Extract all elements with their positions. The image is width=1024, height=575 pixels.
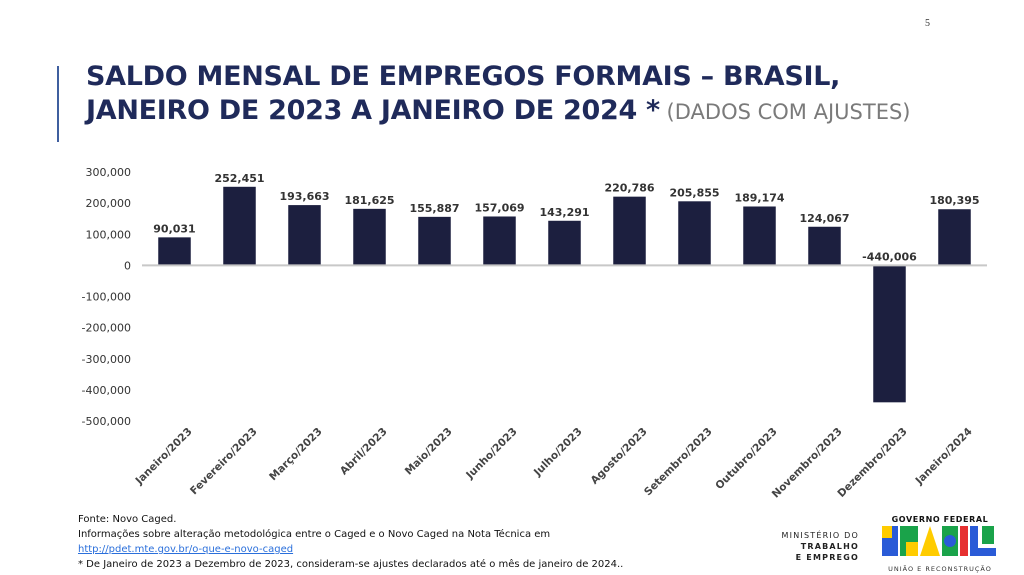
value-label: 90,031 xyxy=(153,222,195,235)
x-tick-label: Junho/2023 xyxy=(463,426,519,482)
x-tick-label: Setembro/2023 xyxy=(642,426,715,499)
x-tick-label: Agosto/2023 xyxy=(589,426,650,487)
page-title: SALDO MENSAL DE EMPREGOS FORMAIS – BRASI… xyxy=(86,60,986,129)
title-line-2: JANEIRO DE 2023 A JANEIRO DE 2024 xyxy=(86,95,637,126)
bar-janeiro-2023 xyxy=(158,237,191,266)
government-logo: GOVERNO FEDERAL UNIÃO E RECONSTRUÇÃO xyxy=(880,515,1000,573)
bar-dezembro-2023 xyxy=(873,265,906,403)
title-asterisk: * xyxy=(636,95,660,126)
value-label: 193,663 xyxy=(279,190,329,203)
bar-setembro-2023 xyxy=(678,201,711,266)
y-tick-label: 300,000 xyxy=(86,166,132,179)
value-label: 220,786 xyxy=(604,182,654,195)
methodology-link[interactable]: http://pdet.mte.gov.br/o-que-e-novo-cage… xyxy=(78,544,294,555)
bar-janeiro-2024 xyxy=(938,209,971,266)
value-labels: 90,031 252,451 193,663 181,625 155,887 157,06… xyxy=(153,172,979,264)
x-tick-label: Fevereiro/2023 xyxy=(188,426,260,498)
x-tick-label: Novembro/2023 xyxy=(770,426,845,501)
brasil-logo-icon xyxy=(882,526,996,556)
value-label: 181,625 xyxy=(344,194,394,207)
bar-outubro-2023 xyxy=(743,206,776,266)
y-tick-label: -500,000 xyxy=(82,415,131,428)
y-tick-label: 100,000 xyxy=(86,228,132,241)
ministry-logo: MINISTÉRIO DO TRABALHO E EMPREGO xyxy=(781,530,859,563)
x-tick-label: Outubro/2023 xyxy=(713,426,779,492)
bar-agosto-2023 xyxy=(613,196,646,266)
y-tick-label: -100,000 xyxy=(82,291,131,304)
government-slogan: UNIÃO E RECONSTRUÇÃO xyxy=(888,565,992,573)
x-tick-label: Março/2023 xyxy=(267,426,324,483)
x-tick-label: Janeiro/2024 xyxy=(913,426,975,488)
adjustment-note: * De Janeiro de 2023 a Dezembro de 2023,… xyxy=(78,559,624,570)
value-label: 124,067 xyxy=(799,212,849,225)
value-label: 155,887 xyxy=(409,202,459,215)
y-tick-label: 200,000 xyxy=(86,197,132,210)
y-tick-label: 0 xyxy=(124,259,131,272)
title-line-1: SALDO MENSAL DE EMPREGOS FORMAIS – BRASI… xyxy=(86,61,841,92)
page-number: 5 xyxy=(925,18,930,29)
ministry-line-3: E EMPREGO xyxy=(795,553,859,562)
x-tick-label: Maio/2023 xyxy=(403,426,455,478)
bar-maio-2023 xyxy=(418,216,451,266)
bar-novembro-2023 xyxy=(808,226,841,266)
value-label: 143,291 xyxy=(539,206,589,219)
x-tick-label: Julho/2023 xyxy=(531,426,585,480)
bar-mar-o-2023 xyxy=(288,205,321,266)
value-label: 252,451 xyxy=(214,172,264,185)
value-label: -440,006 xyxy=(862,250,917,263)
bar-fevereiro-2023 xyxy=(223,186,256,266)
bars xyxy=(158,186,971,403)
methodology-note: Informações sobre alteração metodológica… xyxy=(78,529,551,540)
government-label: GOVERNO FEDERAL xyxy=(891,515,989,524)
value-label: 157,069 xyxy=(474,201,524,214)
y-axis-labels: 300,000 200,000 100,000 0 -100,000 -200,000 -3… xyxy=(82,166,131,428)
footer-notes: Fonte: Novo Caged. Informações sobre alt… xyxy=(78,512,623,572)
title-subtitle: (DADOS COM AJUSTES) xyxy=(659,100,911,124)
bar-abril-2023 xyxy=(353,208,386,266)
bar-junho-2023 xyxy=(483,216,516,266)
y-tick-label: -300,000 xyxy=(82,353,131,366)
value-label: 189,174 xyxy=(734,191,784,204)
value-label: 205,855 xyxy=(669,186,719,199)
source-note: Fonte: Novo Caged. xyxy=(78,514,177,525)
ministry-line-2: TRABALHO xyxy=(800,542,859,551)
value-label: 180,395 xyxy=(929,194,979,207)
y-tick-label: -200,000 xyxy=(82,322,131,335)
x-tick-label: Abril/2023 xyxy=(338,426,390,478)
x-tick-label: Janeiro/2023 xyxy=(133,426,195,488)
x-tick-label: Dezembro/2023 xyxy=(835,426,909,500)
ministry-line-1: MINISTÉRIO DO xyxy=(781,531,859,540)
y-tick-label: -400,000 xyxy=(82,384,131,397)
title-accent-bar xyxy=(57,66,59,142)
bar-julho-2023 xyxy=(548,220,581,266)
